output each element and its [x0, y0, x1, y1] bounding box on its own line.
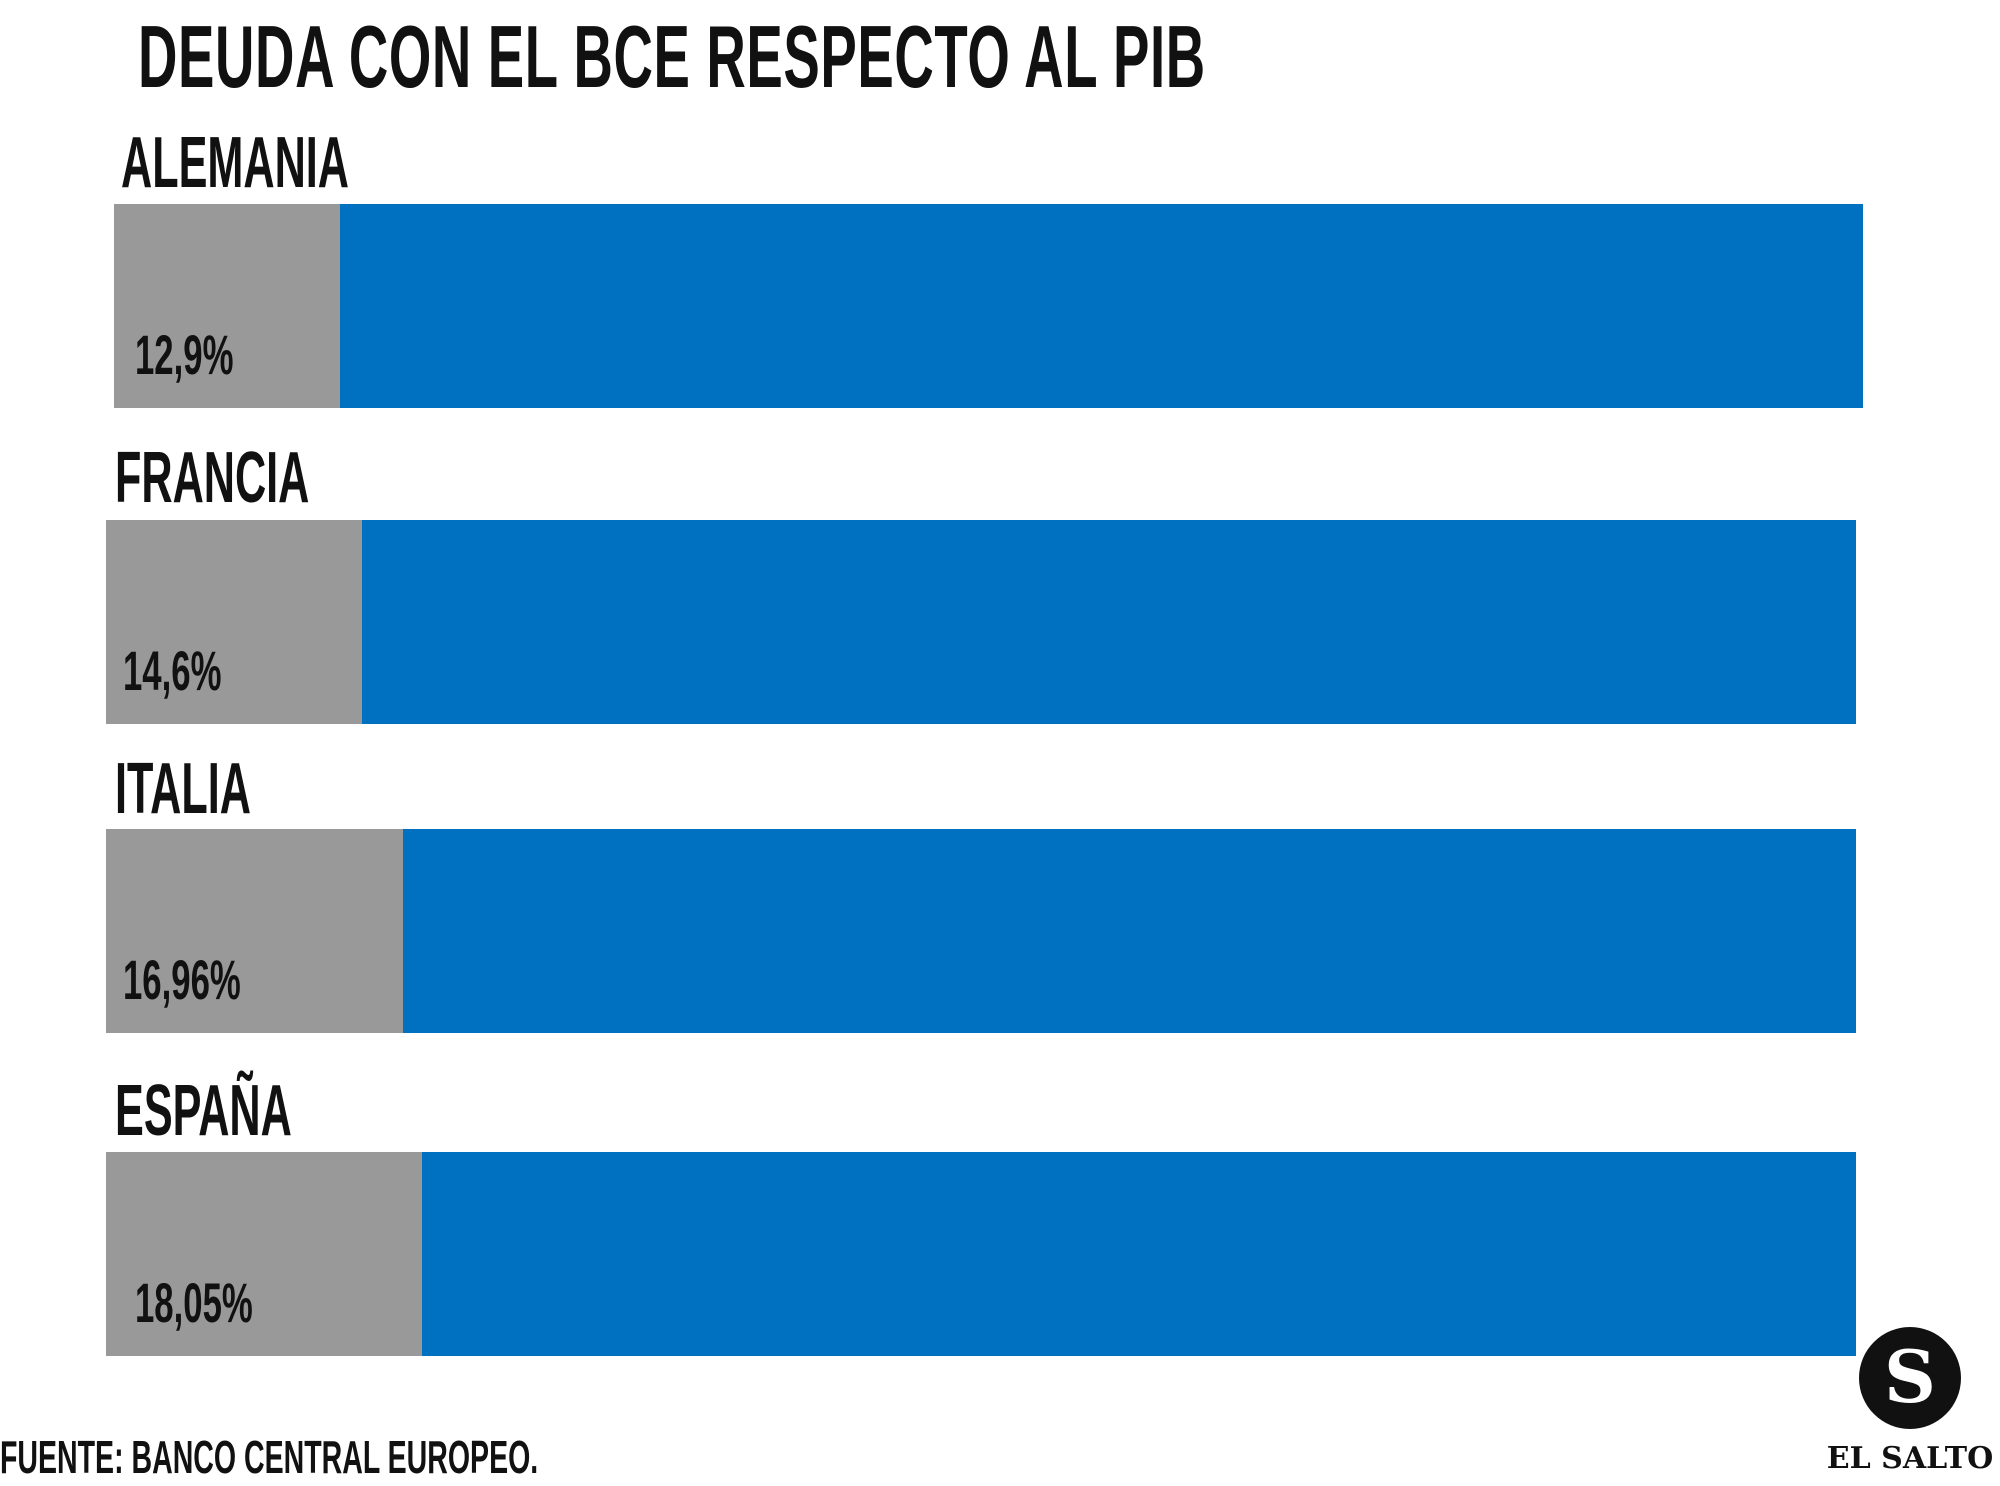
bar-row: 18,05% [106, 1152, 1856, 1356]
bar-value [106, 829, 403, 1033]
bar-remainder [106, 520, 1856, 724]
bar-row: 14,6% [106, 520, 1856, 724]
value-label: 12,9% [135, 323, 234, 386]
bar-row: 12,9% [114, 204, 1863, 408]
value-label: 18,05% [135, 1271, 253, 1334]
country-label: ESPAÑA [115, 1071, 292, 1151]
bar-value [106, 1152, 422, 1356]
bar-row: 16,96% [106, 829, 1856, 1033]
country-label: ALEMANIA [121, 123, 349, 203]
bar-remainder [114, 204, 1863, 408]
bar-value [114, 204, 340, 408]
source-note: FUENTE: BANCO CENTRAL EUROPEO. [0, 1431, 539, 1483]
value-label: 16,96% [123, 948, 241, 1011]
bar-value [106, 520, 362, 724]
country-label: FRANCIA [115, 438, 310, 518]
logo-letter: S [1884, 1334, 1936, 1419]
chart-title: DEUDA CON EL BCE RESPECTO AL PIB [138, 7, 1206, 106]
el-salto-logo: S EL SALTO [1827, 1327, 1993, 1476]
country-label: ITALIA [115, 749, 251, 829]
value-label: 14,6% [123, 639, 222, 702]
logo-name: EL SALTO [1827, 1441, 1993, 1476]
